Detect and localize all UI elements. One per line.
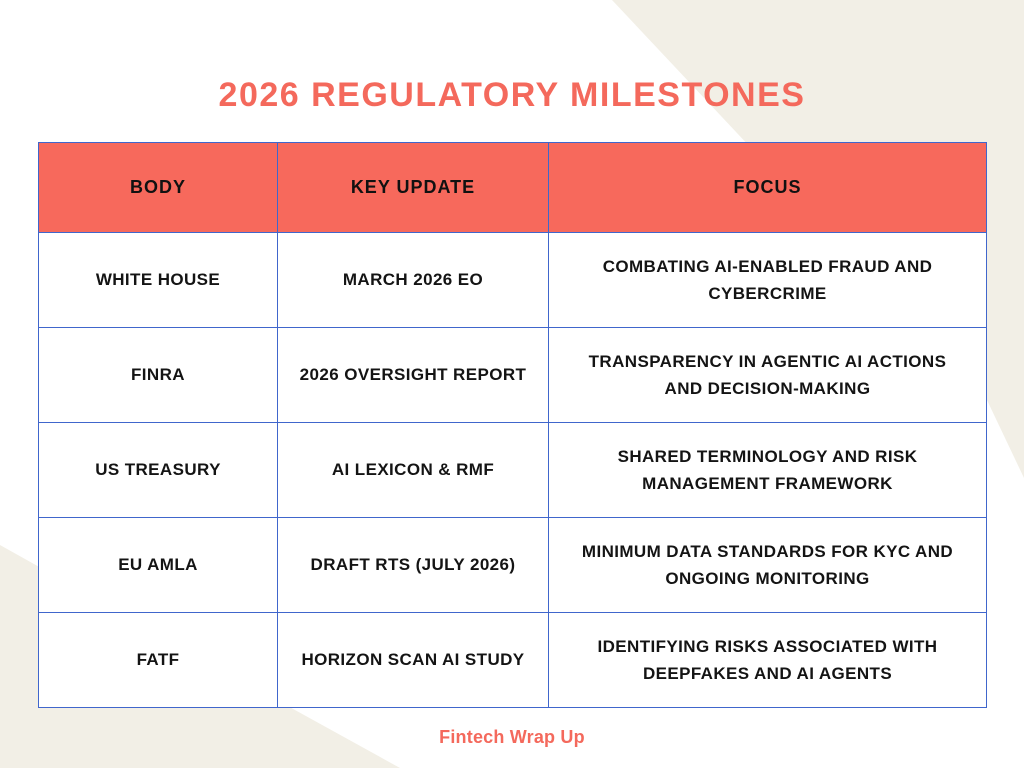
cell-focus: COMBATING AI-ENABLED FRAUD AND CYBERCRIM… xyxy=(548,232,987,328)
cell-body: US TREASURY xyxy=(38,422,278,518)
table-row: EU AMLA DRAFT RTS (JULY 2026) MINIMUM DA… xyxy=(38,517,987,613)
cell-body: WHITE HOUSE xyxy=(38,232,278,328)
cell-focus: SHARED TERMINOLOGY AND RISK MANAGEMENT F… xyxy=(548,422,987,518)
cell-focus: TRANSPARENCY IN AGENTIC AI ACTIONS AND D… xyxy=(548,327,987,423)
cell-key-update: HORIZON SCAN AI STUDY xyxy=(277,612,549,708)
cell-key-update: AI LEXICON & RMF xyxy=(277,422,549,518)
cell-key-update: MARCH 2026 EO xyxy=(277,232,549,328)
table-row: FINRA 2026 OVERSIGHT REPORT TRANSPARENCY… xyxy=(38,327,987,423)
page-title: 2026 REGULATORY MILESTONES xyxy=(218,76,806,114)
table-row: US TREASURY AI LEXICON & RMF SHARED TERM… xyxy=(38,422,987,518)
cell-body: FATF xyxy=(38,612,278,708)
cell-body: FINRA xyxy=(38,327,278,423)
column-header-key-update: KEY UPDATE xyxy=(277,142,549,233)
cell-key-update: 2026 OVERSIGHT REPORT xyxy=(277,327,549,423)
cell-key-update: DRAFT RTS (JULY 2026) xyxy=(277,517,549,613)
regulatory-milestones-table: BODY KEY UPDATE FOCUS WHITE HOUSE MARCH … xyxy=(38,142,987,708)
table-row: WHITE HOUSE MARCH 2026 EO COMBATING AI-E… xyxy=(38,232,987,328)
cell-body: EU AMLA xyxy=(38,517,278,613)
cell-focus: MINIMUM DATA STANDARDS FOR KYC AND ONGOI… xyxy=(548,517,987,613)
column-header-focus: FOCUS xyxy=(548,142,987,233)
column-header-body: BODY xyxy=(38,142,278,233)
table-row: FATF HORIZON SCAN AI STUDY IDENTIFYING R… xyxy=(38,612,987,708)
cell-focus: IDENTIFYING RISKS ASSOCIATED WITH DEEPFA… xyxy=(548,612,987,708)
footer-brand: Fintech Wrap Up xyxy=(439,727,585,747)
table-header-row: BODY KEY UPDATE FOCUS xyxy=(38,142,987,233)
